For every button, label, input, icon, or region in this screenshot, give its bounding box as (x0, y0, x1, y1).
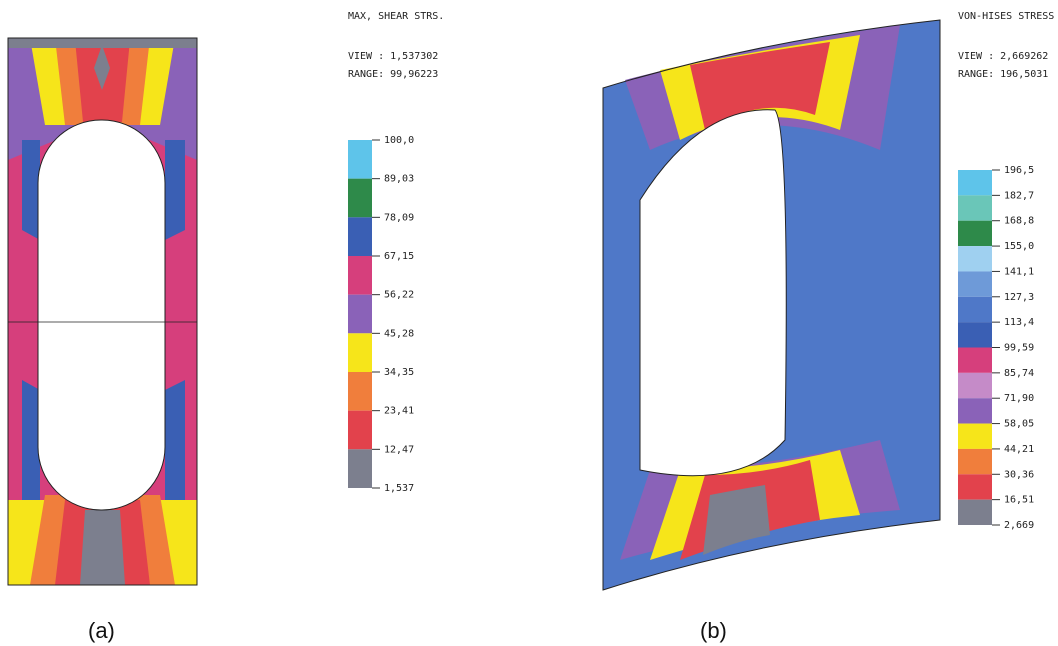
legend-band (348, 372, 372, 411)
legend-label: 34,35 (384, 367, 414, 378)
legend-band (958, 221, 992, 246)
legend-label: 30,36 (1004, 469, 1034, 480)
view-label: VIEW : 1,537302 (348, 51, 438, 62)
legend-band (348, 179, 372, 218)
legend-label: 78,09 (384, 212, 414, 223)
legend-label: 1,537 (384, 483, 414, 494)
figure: MAX, SHEAR STRS. VIEW : 1,537302 RANGE: 99… (0, 0, 1058, 646)
legend-label: 2,669 (1004, 520, 1034, 531)
legend-label: 113,4 (1004, 317, 1034, 328)
legend-label: 44,21 (1004, 444, 1034, 455)
legend-label: 71,90 (1004, 393, 1034, 404)
legend-band (958, 170, 992, 195)
legend-band (958, 271, 992, 296)
legend-band (348, 449, 372, 488)
legend-label: 45,28 (384, 328, 414, 339)
legend-label: 168,8 (1004, 216, 1034, 227)
legend-label: 23,41 (384, 406, 414, 417)
legend-label: 67,15 (384, 251, 414, 262)
legend-band (348, 140, 372, 179)
plate-a (8, 38, 197, 585)
panel-caption: (b) (700, 618, 727, 643)
plate-b (603, 20, 940, 590)
legend-band (348, 411, 372, 450)
legend-band (958, 195, 992, 220)
legend-title: MAX, SHEAR STRS. (348, 11, 444, 22)
legend-label: 16,51 (1004, 495, 1034, 506)
canvas: MAX, SHEAR STRS. VIEW : 1,537302 RANGE: 99… (0, 0, 1058, 646)
legend-label: 99,59 (1004, 343, 1034, 354)
legend-band (958, 449, 992, 474)
legend-band (958, 246, 992, 271)
legend-band (348, 256, 372, 295)
legend-label: 141,1 (1004, 266, 1034, 277)
legend-band (958, 373, 992, 398)
legend-label: 155,0 (1004, 241, 1034, 252)
legend-band (348, 333, 372, 372)
legend-label: 100,0 (384, 135, 414, 146)
legend-label: 56,22 (384, 290, 414, 301)
legend-label: 89,03 (384, 174, 414, 185)
legend-band (958, 297, 992, 322)
legend-band (958, 348, 992, 373)
panel-caption: (a) (88, 618, 115, 643)
legend-band (958, 474, 992, 499)
legend-band (958, 500, 992, 525)
legend-band (958, 398, 992, 423)
legend-band (958, 424, 992, 449)
legend-label: 58,05 (1004, 419, 1034, 430)
range-label: RANGE: 99,96223 (348, 69, 438, 80)
legend-band (958, 322, 992, 347)
legend-label: 182,7 (1004, 190, 1034, 201)
legend-label: 196,5 (1004, 165, 1034, 176)
legend-title: VON-HISES STRESS (958, 11, 1054, 22)
view-label: VIEW : 2,669262 (958, 51, 1048, 62)
range-label: RANGE: 196,5031 (958, 69, 1048, 80)
legend-label: 127,3 (1004, 292, 1034, 303)
legend-band (348, 295, 372, 334)
legend-band (348, 217, 372, 256)
legend-label: 12,47 (384, 444, 414, 455)
legend-label: 85,74 (1004, 368, 1034, 379)
